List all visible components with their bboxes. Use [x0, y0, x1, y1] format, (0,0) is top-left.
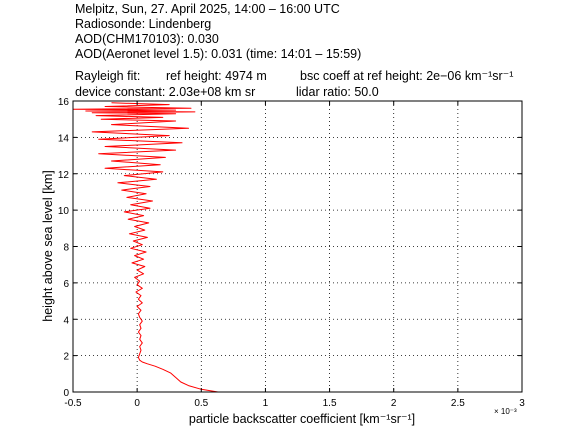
- y-tick-label: 16: [58, 97, 70, 108]
- x-axis-multiplier: × 10⁻³: [494, 407, 517, 416]
- x-tick-label: 3: [519, 398, 525, 409]
- y-tick-label: 12: [58, 170, 70, 181]
- x-tick-label: 2: [391, 398, 397, 409]
- y-tick-label: 6: [63, 279, 69, 290]
- y-axis-label: height above sea level [km]: [41, 170, 55, 321]
- y-tick-label: 8: [63, 243, 69, 254]
- lidar-ratio-label: lidar ratio: 50.0: [296, 85, 379, 99]
- x-tick-label: 0: [134, 398, 140, 409]
- series-group: [72, 102, 219, 393]
- backscatter-profile-line: [72, 102, 219, 393]
- header-line-2: Radiosonde: Lindenberg: [75, 17, 211, 31]
- bsc-coeff-label: bsc coeff at ref height: 2e−06 km⁻¹sr⁻¹: [300, 69, 513, 83]
- y-tick-label: 2: [63, 352, 69, 363]
- grid-lines: [73, 101, 522, 392]
- y-tick-label: 4: [63, 315, 69, 326]
- x-tick-label: 1.5: [323, 398, 337, 409]
- y-tick-label: 0: [63, 388, 69, 399]
- rayleigh-fit-label: Rayleigh fit:: [75, 69, 140, 83]
- x-tick-label: 0.5: [194, 398, 208, 409]
- device-constant-label: device constant: 2.03e+08 km sr: [75, 85, 255, 99]
- header-line-4: AOD(Aeronet level 1.5): 0.031 (time: 14:…: [75, 47, 361, 61]
- header-line-1: Melpitz, Sun, 27. April 2025, 14:00 – 16…: [75, 2, 340, 16]
- y-axis-ticks: 0 2 4 6 8 10 12 14 16: [58, 97, 522, 399]
- x-tick-label: -0.5: [64, 398, 82, 409]
- x-tick-label: 2.5: [451, 398, 465, 409]
- ref-height-label: ref height: 4974 m: [166, 69, 267, 83]
- header-line-3: AOD(CHM170103): 0.030: [75, 32, 219, 46]
- y-tick-label: 14: [58, 133, 70, 144]
- x-axis-ticks: -0.5 0 0.5 1 1.5 2 2.5 3: [64, 101, 525, 409]
- x-axis-label: particle backscatter coefficient [km⁻¹sr…: [189, 412, 415, 426]
- y-tick-label: 10: [58, 206, 70, 217]
- x-tick-label: 1: [263, 398, 269, 409]
